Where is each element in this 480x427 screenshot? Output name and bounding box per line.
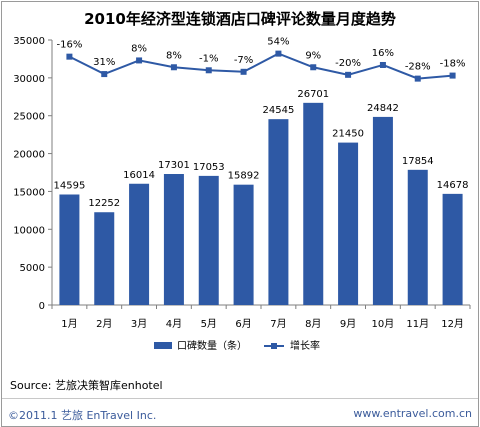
x-tick-label: 7月 — [270, 318, 286, 330]
x-tick-label: 11月 — [406, 318, 429, 330]
bar-value-label: 21450 — [332, 129, 364, 140]
growth-label: -20% — [335, 58, 361, 69]
growth-label: 8% — [166, 50, 182, 61]
x-tick-label: 3月 — [131, 318, 147, 330]
bar — [163, 174, 184, 305]
bar-value-label: 17854 — [402, 156, 434, 167]
bar-value-label: 17301 — [158, 160, 190, 171]
growth-label: -16% — [56, 40, 82, 51]
growth-point — [379, 61, 386, 68]
bar — [198, 175, 219, 305]
x-tick-label: 1月 — [61, 318, 77, 330]
x-tick-label: 10月 — [372, 318, 395, 330]
growth-point — [414, 75, 421, 82]
y-tick-label: 10000 — [13, 225, 45, 236]
bar — [372, 116, 393, 305]
bar — [233, 184, 254, 305]
growth-point — [101, 71, 108, 78]
growth-line — [68, 52, 453, 80]
y-tick-label: 30000 — [13, 74, 45, 85]
footer-copyright: ©2011.1 艺旅 EnTravel Inc. — [8, 409, 157, 422]
bar-value-label: 17053 — [193, 162, 225, 173]
bar — [59, 194, 80, 305]
x-tick-label: 9月 — [340, 318, 356, 330]
x-tick-label: 12月 — [441, 318, 464, 330]
growth-point — [170, 64, 177, 71]
bar-value-label: 26701 — [297, 89, 329, 100]
growth-label: 8% — [131, 43, 147, 54]
growth-point — [205, 67, 212, 74]
growth-point — [310, 64, 317, 71]
bar-value-label: 14595 — [54, 180, 86, 191]
bar — [407, 169, 428, 305]
bar-value-label: 14678 — [437, 180, 469, 191]
bar-value-label: 24842 — [367, 103, 399, 114]
bar — [442, 193, 463, 305]
bar — [338, 142, 359, 305]
footer-website[interactable]: www.entravel.com.cn — [353, 407, 472, 420]
legend-line-label: 增长率 — [290, 339, 320, 352]
x-tick-label: 4月 — [166, 318, 182, 330]
x-tick-label: 2月 — [96, 318, 112, 330]
growth-label: -28% — [405, 62, 431, 73]
bar-value-label: 15892 — [228, 171, 260, 182]
y-tick-label: 0 — [39, 301, 45, 312]
growth-label: 16% — [372, 48, 394, 59]
x-tick-label: 6月 — [235, 318, 251, 330]
growth-label: -7% — [234, 55, 253, 66]
bar-value-label: 24545 — [263, 105, 295, 116]
bar — [129, 183, 150, 305]
y-tick-label: 35000 — [13, 36, 45, 47]
legend-line-marker — [271, 343, 277, 349]
growth-point — [275, 50, 282, 57]
growth-point — [136, 57, 143, 64]
growth-point — [240, 68, 247, 75]
y-tick-label: 20000 — [13, 150, 45, 161]
x-tick-label: 8月 — [305, 318, 321, 330]
growth-label: 9% — [305, 50, 321, 61]
bar — [268, 119, 289, 305]
growth-point — [449, 72, 456, 79]
bar-value-label: 16014 — [123, 170, 155, 181]
y-tick-label: 25000 — [13, 112, 45, 123]
bar — [94, 212, 115, 305]
x-tick-label: 5月 — [201, 318, 217, 330]
y-tick-label: 5000 — [20, 263, 45, 274]
bar-value-label: 12252 — [88, 198, 120, 209]
growth-point — [66, 53, 73, 60]
growth-label: 31% — [93, 57, 115, 68]
growth-label: -1% — [199, 53, 218, 64]
growth-point — [345, 71, 352, 78]
legend-bar-swatch — [154, 342, 172, 349]
bar — [303, 102, 324, 305]
source-note: Source: 艺旅决策智库enhotel — [10, 379, 163, 392]
growth-label: -18% — [440, 59, 466, 70]
growth-label: 54% — [267, 37, 289, 48]
y-tick-label: 15000 — [13, 187, 45, 198]
footer-divider — [2, 398, 478, 399]
chart-title: 2010年经济型连锁酒店口碑评论数量月度趋势 — [84, 10, 396, 28]
legend-bar-label: 口碑数量（条） — [177, 339, 247, 352]
